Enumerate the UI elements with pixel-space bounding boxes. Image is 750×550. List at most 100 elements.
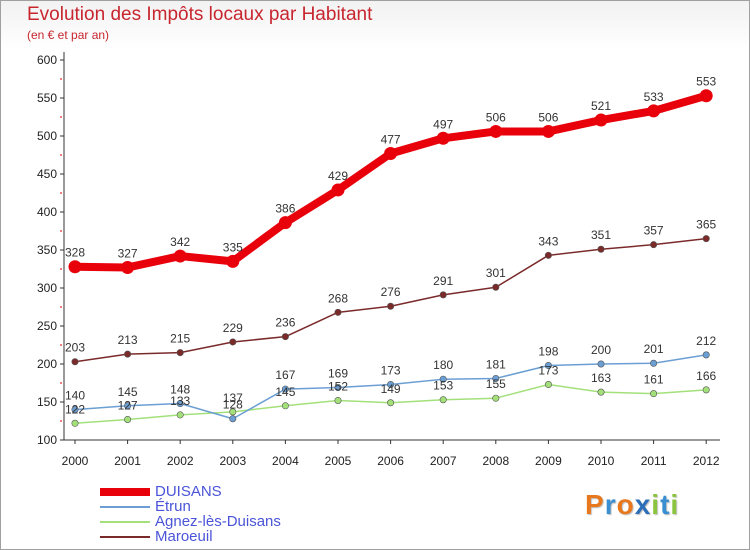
- legend-swatch: [100, 488, 150, 496]
- data-point: [173, 249, 187, 263]
- x-tick-label: 2004: [272, 454, 299, 468]
- data-label: 506: [486, 110, 506, 124]
- data-label: 553: [696, 75, 716, 89]
- data-point: [387, 302, 395, 310]
- line-chart: 100 150 200 250 300 350 400 450 500 550 600 2000 200…: [37, 52, 720, 468]
- data-label: 201: [644, 342, 664, 356]
- x-tick-label: 2001: [114, 454, 141, 468]
- x-tick-label: 2012: [693, 454, 720, 468]
- data-label: 497: [433, 117, 453, 131]
- x-tick-label: 2010: [588, 454, 615, 468]
- data-point: [702, 351, 710, 359]
- legend-swatch: [100, 521, 150, 523]
- data-point: [71, 406, 79, 414]
- x-tick-label: 2011: [641, 454, 667, 468]
- data-label: 155: [486, 377, 506, 391]
- x-tick-label: 2008: [482, 454, 509, 468]
- data-label: 161: [644, 373, 664, 387]
- data-point: [71, 419, 79, 427]
- data-label: 203: [65, 341, 85, 355]
- data-label: 198: [538, 345, 558, 359]
- y-tick-label: 600: [37, 53, 57, 67]
- data-point: [334, 384, 342, 392]
- data-label: 148: [170, 383, 190, 397]
- data-point: [544, 381, 552, 389]
- data-point: [650, 390, 658, 398]
- data-label: 477: [381, 132, 401, 146]
- legend-label: Agnez-lès-Duisans: [155, 513, 281, 530]
- chart-subtitle: (en € et par an): [27, 28, 110, 42]
- data-point: [647, 104, 661, 118]
- y-tick-label: 500: [37, 129, 57, 143]
- data-label: 291: [433, 274, 453, 288]
- data-label: 342: [170, 235, 190, 249]
- y-tick-label: 200: [37, 357, 57, 371]
- data-label: 213: [118, 333, 138, 347]
- legend-label: DUISANS: [155, 483, 222, 500]
- data-label: 166: [696, 369, 716, 383]
- data-label: 173: [538, 364, 558, 378]
- data-point: [439, 375, 447, 383]
- data-label: 357: [644, 224, 664, 238]
- logo-letter: P: [585, 489, 605, 520]
- data-label: 173: [381, 364, 401, 378]
- chart-title: Evolution des Impôts locaux par Habitant: [27, 4, 373, 25]
- data-point: [702, 386, 710, 394]
- data-point: [492, 283, 500, 291]
- data-point: [436, 131, 450, 145]
- y-tick-label: 250: [37, 319, 57, 333]
- data-point: [124, 402, 132, 410]
- data-label: 229: [223, 321, 243, 335]
- data-point: [124, 415, 132, 423]
- data-point: [281, 402, 289, 410]
- logo-letter: i: [651, 489, 661, 520]
- data-label: 335: [223, 240, 243, 254]
- logo-letter: x: [634, 489, 652, 520]
- x-tick-label: 2002: [167, 454, 194, 468]
- data-label: 153: [433, 379, 453, 393]
- data-point: [439, 291, 447, 299]
- data-point: [281, 333, 289, 341]
- data-label: 215: [170, 332, 190, 346]
- logo-letter: i: [670, 489, 680, 520]
- data-point: [229, 408, 237, 416]
- data-point: [544, 362, 552, 370]
- proxiti-logo: Proxiti: [585, 489, 679, 521]
- y-tick-label: 150: [37, 395, 57, 409]
- data-label: 122: [65, 402, 85, 416]
- data-label: 351: [591, 228, 611, 242]
- data-point: [597, 388, 605, 396]
- data-point: [597, 245, 605, 253]
- legend-swatch: [100, 506, 150, 508]
- data-point: [699, 89, 713, 103]
- data-point: [334, 308, 342, 316]
- logo-letter: o: [616, 489, 635, 520]
- data-label: 137: [223, 391, 243, 405]
- data-label: 163: [591, 371, 611, 385]
- legend-label: Étrun: [155, 498, 191, 515]
- logo-letter: t: [660, 489, 671, 520]
- data-point: [650, 241, 658, 249]
- data-point: [121, 260, 135, 274]
- data-point: [68, 260, 82, 274]
- data-label: 521: [591, 99, 611, 113]
- data-label: 140: [65, 389, 85, 403]
- data-point: [439, 396, 447, 404]
- data-label: 327: [118, 246, 138, 260]
- data-label: 181: [486, 357, 506, 371]
- y-tick-label: 100: [37, 433, 57, 447]
- data-label: 127: [118, 398, 138, 412]
- data-point: [229, 415, 237, 423]
- data-label: 145: [275, 385, 295, 399]
- data-point: [384, 146, 398, 160]
- legend-swatch: [100, 536, 150, 538]
- data-point: [176, 400, 184, 408]
- data-point: [71, 358, 79, 366]
- x-tick-label: 2005: [325, 454, 352, 468]
- data-label: 133: [170, 394, 190, 408]
- data-point: [124, 350, 132, 358]
- data-label: 533: [644, 90, 664, 104]
- legend-label: Maroeuil: [155, 528, 213, 545]
- data-label: 152: [328, 379, 348, 393]
